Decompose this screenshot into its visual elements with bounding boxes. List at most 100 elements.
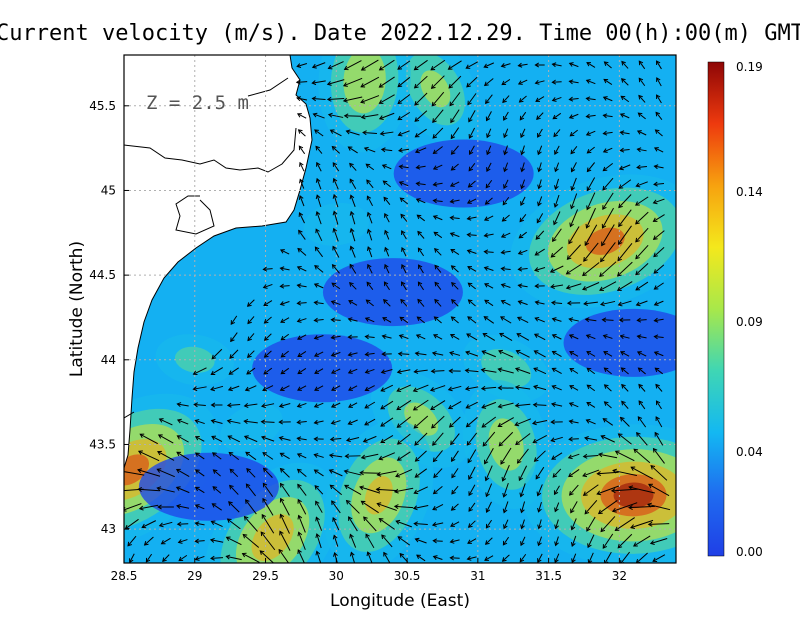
vector-arrowhead [570,204,575,210]
vector-arrow [384,247,390,257]
vector-arrow [450,521,460,527]
vector-arrow [601,435,615,443]
vector-arrow [229,485,239,495]
vector-arrow [331,300,341,306]
vector-arrowhead [515,349,521,355]
vector-arrowhead [297,369,303,375]
vector-arrowhead [160,539,166,545]
vector-arrowhead [412,406,418,411]
vector-arrowhead [619,130,625,136]
vector-arrow [263,283,273,289]
vector-arrow [633,448,651,464]
vector-arrow [615,517,635,531]
vector-arrowhead [586,351,592,356]
vector-arrowhead [467,100,472,106]
vector-arrow [503,111,509,121]
vector-arrowhead [553,490,559,496]
vector-arrow [482,431,496,447]
vector-arrowhead [614,450,620,456]
vector-arrow [363,131,377,135]
vector-arrow [554,553,560,563]
vector-arrowhead [568,436,573,442]
vector-arrow [518,465,528,481]
vector-arrowhead [364,334,370,340]
vector-arrowhead [376,502,382,507]
vector-arrow [486,162,492,172]
vector-arrow [297,351,307,357]
vector-arrow [465,351,479,357]
vector-arrow [416,214,426,222]
vector-arrowhead [329,436,335,442]
vector-arrow [654,335,664,339]
vector-arrow [599,281,617,291]
x-tick-label: 32 [612,569,627,583]
vector-arrowhead [551,384,557,390]
vector-arrow [515,403,531,407]
vector-arrow [365,317,375,323]
vector-arrow [551,436,563,442]
vector-arrowhead [532,438,538,444]
vector-arrow [652,554,666,562]
vector-arrow [655,112,663,120]
vector-arrow [246,468,256,478]
vector-arrowhead [261,513,267,519]
vector-arrow [327,79,345,85]
vector-arrow [621,78,629,86]
vector-arrowhead [262,482,268,488]
vector-arrow [314,318,324,322]
vector-arrowhead [314,129,319,134]
vector-arrowhead [416,316,422,322]
vector-arrowhead [482,441,488,447]
vector-arrow [504,145,508,155]
vector-arrow [635,196,649,206]
vector-arrowhead [432,457,438,463]
vector-arrowhead [636,147,642,153]
vector-arrow [333,228,339,242]
vector-arrow [299,179,305,189]
vector-arrowhead [381,164,387,169]
vector-arrow [242,534,260,548]
vector-arrow [486,128,492,138]
vector-arrowhead [432,215,438,220]
vector-arrow [379,452,395,460]
vector-arrowhead [517,80,523,85]
vector-arrowhead [296,318,302,323]
vector-arrow [535,248,545,256]
vector-arrow [433,486,443,494]
vector-arrow [586,419,596,425]
vector-arrow [467,449,477,463]
colorbar-tick-label: 0.00 [736,545,763,559]
vector-arrowhead [247,319,252,325]
vector-arrow [380,400,394,410]
vector-arrow [177,435,189,443]
vector-arrowhead [366,179,371,185]
vector-arrowhead [212,486,218,491]
vector-arrowhead [366,195,372,201]
vector-arrowhead [497,422,503,428]
vector-arrowhead [395,472,401,478]
vector-arrow [399,181,409,187]
vector-arrow [636,300,648,306]
vector-arrowhead [120,469,124,473]
vector-arrowhead [585,96,591,102]
vector-arrow [399,553,409,563]
vector-arrowhead [600,301,605,307]
vector-arrow [279,403,291,407]
vector-arrowhead [620,351,625,356]
vector-arrow [552,368,562,374]
vector-arrow [433,215,443,221]
vector-arrow [314,283,324,289]
vector-arrow [655,384,663,392]
vector-arrow [533,367,547,375]
vector-arrow [583,454,599,458]
vector-arrowhead [569,131,575,137]
vector-arrow [297,302,307,304]
vector-arrow [466,401,478,409]
vector-arrow [299,212,305,224]
vector-arrow [332,162,340,172]
vector-arrow [466,416,478,428]
vector-arrowhead [653,334,659,340]
vector-arrow [501,63,511,67]
vector-arrow [433,199,443,203]
vector-arrow [261,421,275,423]
